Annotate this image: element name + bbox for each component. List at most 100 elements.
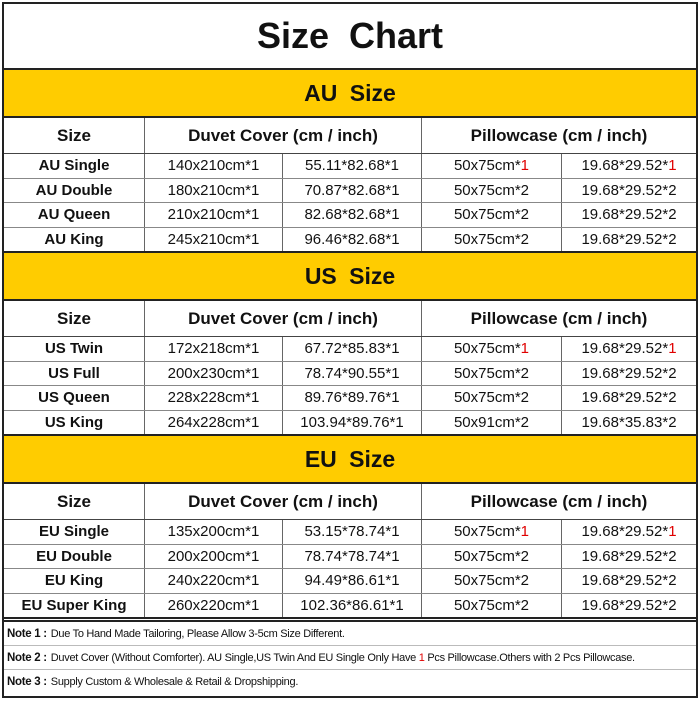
size-name: AU Single	[4, 154, 145, 178]
pillow-cm: 50x75cm*2	[422, 569, 562, 593]
size-name: US Twin	[4, 337, 145, 361]
duvet-inch: 78.74*78.74*1	[283, 544, 422, 568]
size-name: AU Queen	[4, 203, 145, 227]
header-row: Size Duvet Cover (cm / inch) Pillowcase (c…	[4, 301, 696, 337]
size-name: US Full	[4, 361, 145, 385]
highlight-quantity: 1	[668, 157, 677, 175]
size-name: AU King	[4, 227, 145, 251]
header-row: Size Duvet Cover (cm / inch) Pillowcase (c…	[4, 118, 696, 154]
note-text: Supply Custom & Wholesale & Retail & Dro…	[50, 676, 299, 688]
pillow-cm: 50x75cm* 1	[422, 154, 562, 178]
note-text-after: Pcs Pillowcase.Others with 2 Pcs Pillowc…	[424, 651, 635, 664]
note-highlight: 1	[418, 651, 425, 664]
table-row: US Full 200x230cm*1 78.74*90.55*1 50x75cm*2…	[4, 361, 696, 386]
pillow-inch: 19.68*29.52*2	[581, 206, 677, 224]
pillow-cm: 50x75cm*2	[422, 203, 562, 227]
sections: AU Size Size Duvet Cover (cm / inch) Pillow…	[4, 70, 696, 619]
pillow-inch: 19.68*29.52*2	[581, 364, 677, 382]
pillow-cm: 50x91cm*2	[422, 410, 562, 434]
note-text: Due To Hand Made Tailoring, Please Allow…	[50, 627, 345, 640]
size-name: EU King	[4, 569, 145, 593]
duvet-cm: 135x200cm*1	[145, 520, 283, 544]
duvet-inch: 94.49*86.61*1	[283, 569, 422, 593]
table-row: US Queen 228x228cm*1 89.76*89.76*1 50x75cm*…	[4, 386, 696, 411]
pillow-cm: 50x75cm* 1	[422, 520, 562, 544]
section-band: US Size	[4, 253, 696, 301]
pillow-inch: 19.68*29.52* 1	[581, 340, 677, 358]
note-line: Note 3 : Supply Custom & Wholesale & Reta…	[4, 670, 696, 694]
header-row: Size Duvet Cover (cm / inch) Pillowcase (c…	[4, 484, 696, 520]
table-row: EU King 240x220cm*1 94.49*86.61*1 50x75cm*2…	[4, 569, 696, 594]
size-name: US King	[4, 410, 145, 434]
note-label: Note 2 :	[7, 651, 47, 664]
pillow-cm: 50x75cm*2	[422, 593, 562, 617]
header-pillow: Pillowcase (cm / inch)	[470, 125, 648, 145]
pillow-inch: 19.68*29.52*2	[581, 389, 677, 407]
duvet-inch: 55.11*82.68*1	[283, 154, 422, 178]
table-row: AU King 245x210cm*1 96.46*82.68*1 50x75cm*2…	[4, 227, 696, 253]
duvet-inch: 102.36*86.61*1	[283, 593, 422, 617]
duvet-cm: 200x200cm*1	[145, 544, 283, 568]
pillow-inch: 19.68*29.52*2	[581, 572, 677, 590]
pillow-inch: 19.68*29.52*2	[581, 596, 677, 614]
pillow-cm: 50x75cm*2	[422, 544, 562, 568]
table-row: EU Single 135x200cm*1 53.15*78.74*1 50x75cm…	[4, 520, 696, 545]
size-name: EU Single	[4, 520, 145, 544]
duvet-inch: 78.74*90.55*1	[283, 361, 422, 385]
table-row: AU Single 140x210cm*1 55.11*82.68*1 50x75cm…	[4, 154, 696, 179]
note-line: Note 2 : Duvet Cover (Without Comforter).…	[4, 646, 696, 670]
highlight-quantity: 1	[520, 157, 530, 175]
table-row: AU Queen 210x210cm*1 82.68*82.68*1 50x75cm*…	[4, 203, 696, 228]
header-duvet: Duvet Cover (cm / inch)	[145, 301, 422, 336]
pillow-cm: 50x75cm* 1	[422, 337, 562, 361]
duvet-cm: 264x228cm*1	[145, 410, 283, 434]
header-pillow: Pillowcase (cm / inch)	[470, 491, 648, 511]
highlight-quantity: 1	[668, 340, 677, 358]
duvet-cm: 140x210cm*1	[145, 154, 283, 178]
pillow-cm: 50x75cm*2	[422, 178, 562, 202]
pillow-inch: 19.68*29.52* 1	[581, 523, 677, 541]
header-pillow: Pillowcase (cm / inch)	[470, 308, 648, 328]
duvet-inch: 70.87*82.68*1	[283, 178, 422, 202]
duvet-cm: 172x218cm*1	[145, 337, 283, 361]
duvet-cm: 200x230cm*1	[145, 361, 283, 385]
page-title: Size Chart	[4, 4, 696, 70]
header-duvet: Duvet Cover (cm / inch)	[145, 484, 422, 519]
pillow-inch: 19.68*29.52*2	[581, 230, 677, 248]
size-name: AU Double	[4, 178, 145, 202]
pillow-inch: 19.68*35.83*2	[581, 413, 677, 431]
pillow-cm: 50x75cm*2	[422, 227, 562, 251]
note-label: Note 1 :	[7, 627, 47, 640]
note-line: Note 1 : Due To Hand Made Tailoring, Plea…	[4, 622, 696, 646]
header-duvet: Duvet Cover (cm / inch)	[145, 118, 422, 153]
duvet-inch: 67.72*85.83*1	[283, 337, 422, 361]
highlight-quantity: 1	[520, 340, 530, 358]
duvet-cm: 240x220cm*1	[145, 569, 283, 593]
duvet-cm: 228x228cm*1	[145, 386, 283, 410]
duvet-cm: 245x210cm*1	[145, 227, 283, 251]
highlight-quantity: 1	[668, 523, 677, 541]
duvet-cm: 180x210cm*1	[145, 178, 283, 202]
table-row: AU Double 180x210cm*1 70.87*82.68*1 50x75cm…	[4, 178, 696, 203]
section-band: EU Size	[4, 436, 696, 484]
table-row: EU Super King 260x220cm*1 102.36*86.61*1 50…	[4, 593, 696, 619]
header-size: Size	[4, 118, 145, 153]
note-text: Duvet Cover (Without Comforter). AU Sing…	[50, 651, 419, 664]
note-label: Note 3 :	[7, 676, 47, 688]
duvet-inch: 82.68*82.68*1	[283, 203, 422, 227]
size-name: US Queen	[4, 386, 145, 410]
duvet-cm: 260x220cm*1	[145, 593, 283, 617]
size-name: EU Double	[4, 544, 145, 568]
section-band: AU Size	[4, 70, 696, 118]
table-row: EU Double 200x200cm*1 78.74*78.74*1 50x75cm…	[4, 544, 696, 569]
table-row: US King 264x228cm*1 103.94*89.76*1 50x91cm*…	[4, 410, 696, 436]
duvet-inch: 53.15*78.74*1	[283, 520, 422, 544]
duvet-inch: 103.94*89.76*1	[283, 410, 422, 434]
pillow-inch: 19.68*29.52* 1	[581, 157, 677, 175]
header-size: Size	[4, 301, 145, 336]
notes: Note 1 : Due To Hand Made Tailoring, Plea…	[4, 620, 696, 694]
table-row: US Twin 172x218cm*1 67.72*85.83*1 50x75cm* 1…	[4, 337, 696, 362]
pillow-cm: 50x75cm*2	[422, 361, 562, 385]
duvet-inch: 89.76*89.76*1	[283, 386, 422, 410]
